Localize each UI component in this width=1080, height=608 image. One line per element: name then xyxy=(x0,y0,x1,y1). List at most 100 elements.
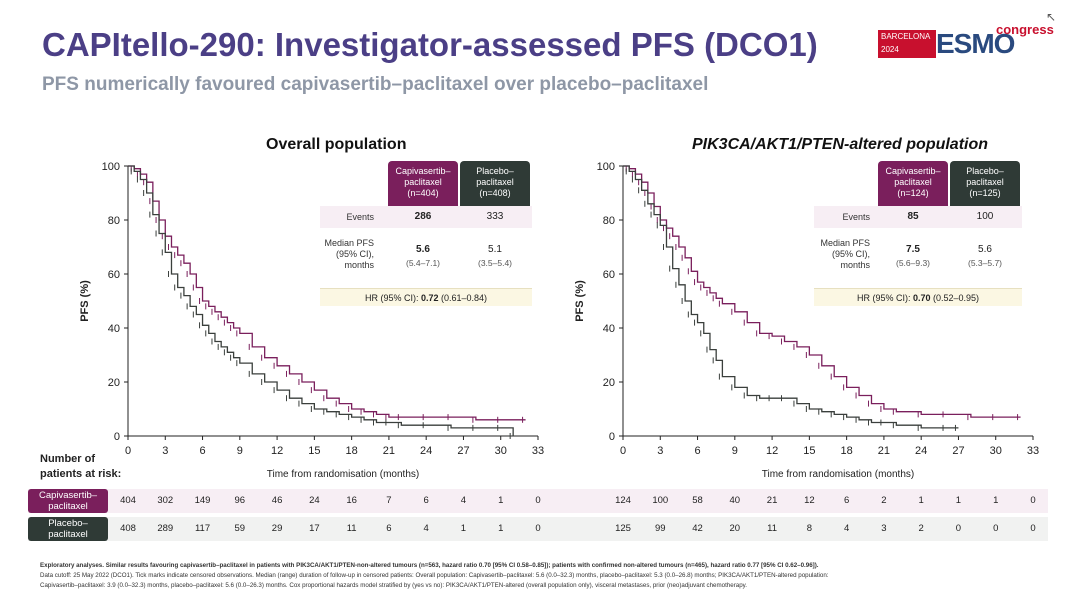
risk-label-cap-line1: Capivasertib– xyxy=(38,490,98,501)
x-tick-label: 27 xyxy=(952,445,964,457)
logo-city-box: BARCELONA 2024 xyxy=(878,30,936,58)
y-axis-label: PFS (%) xyxy=(79,280,91,322)
risk-count-placebo: 408 xyxy=(120,523,136,534)
series-line-capivasertib xyxy=(623,165,1021,418)
risk-count-placebo: 42 xyxy=(692,523,703,534)
risk-count-capivasertib: 7 xyxy=(386,495,392,506)
pla-header-line1: Placebo– xyxy=(476,166,514,176)
x-tick-label: 3 xyxy=(162,445,168,457)
pla-header-line3: (n=408) xyxy=(479,188,511,198)
risk-count-capivasertib: 1 xyxy=(993,495,999,506)
risk-count-placebo: 0 xyxy=(1030,523,1036,534)
page-subtitle: PFS numerically favoured capivasertib–pa… xyxy=(42,74,709,95)
risk-count-capivasertib: 100 xyxy=(652,495,669,506)
y-tick-label: 40 xyxy=(108,323,120,335)
risk-count-placebo: 6 xyxy=(386,523,392,534)
risk-table-title: Number of patients at risk: xyxy=(40,452,121,482)
cap-header-line2: paclitaxel xyxy=(894,177,932,187)
risk-label-pla-line2: paclitaxel xyxy=(48,529,88,540)
risk-count-placebo: 125 xyxy=(615,523,631,534)
hr-prefix: HR (95% CI): xyxy=(856,293,913,303)
risk-count-placebo: 20 xyxy=(729,523,741,534)
cap-events: 85 xyxy=(907,211,919,222)
x-tick-label: 30 xyxy=(495,445,507,457)
x-tick-label: 24 xyxy=(420,445,432,457)
mouse-cursor-icon: ↖ xyxy=(1046,10,1057,24)
logo-city: BARCELONA xyxy=(881,32,931,41)
risk-count-placebo: 11 xyxy=(767,523,778,534)
risk-count-placebo: 0 xyxy=(535,523,541,534)
y-axis-label: PFS (%) xyxy=(574,280,586,322)
hr-ci: (0.61–0.84) xyxy=(438,293,488,303)
median-label-line2: (95% CI), xyxy=(335,249,374,259)
risk-count-capivasertib: 1 xyxy=(918,495,924,506)
km-chart-altered: 0 20 40 60 80 100 0 3 6 9 12 15 18 21 24 27 30 33 Time fro… xyxy=(574,161,1039,480)
pla-header-line2: paclitaxel xyxy=(966,177,1004,187)
x-tick-label: 0 xyxy=(620,445,626,457)
pla-header-line2: paclitaxel xyxy=(476,177,514,187)
panel-title-altered-text: PIK3CA/AKT1/PTEN-altered population xyxy=(692,136,989,153)
cap-events: 286 xyxy=(414,211,432,222)
y-tick-label: 40 xyxy=(603,323,615,335)
risk-count-placebo: 0 xyxy=(993,523,999,534)
risk-count-capivasertib: 6 xyxy=(423,495,429,506)
panel-title-altered: PIK3CA/AKT1/PTEN-altered population xyxy=(692,136,988,154)
pla-median: 5.1 xyxy=(488,244,502,255)
risk-count-capivasertib: 302 xyxy=(157,495,174,506)
x-tick-label: 3 xyxy=(657,445,663,457)
pla-ci: (3.5–5.4) xyxy=(477,258,513,268)
events-row-overall xyxy=(320,206,532,228)
x-tick-label: 12 xyxy=(271,445,283,457)
risk-count-placebo: 17 xyxy=(309,523,320,534)
panel-title-overall: Overall population xyxy=(266,136,407,153)
cap-ci: (5.6–9.3) xyxy=(895,258,931,268)
events-label: Events xyxy=(346,212,374,222)
median-label-line3: months xyxy=(344,260,374,270)
cap-header-line3: (n=404) xyxy=(407,188,439,198)
y-tick-label: 80 xyxy=(603,215,615,227)
median-label-line1: Median PFS xyxy=(820,238,870,248)
hr-value: 0.70 xyxy=(912,293,931,303)
pla-events: 333 xyxy=(486,211,504,222)
cap-median: 7.5 xyxy=(906,244,920,255)
cap-header-altered: Capivasertib– paclitaxel (n=124) xyxy=(878,161,948,206)
risk-count-placebo: 1 xyxy=(460,523,467,534)
x-tick-label: 33 xyxy=(532,445,544,457)
y-tick-label: 20 xyxy=(108,377,120,389)
risk-count-placebo: 289 xyxy=(157,523,174,534)
pla-header-overall: Placebo– paclitaxel (n=408) xyxy=(460,161,530,206)
risk-count-capivasertib: 1 xyxy=(498,495,504,506)
footnote-line2: Data cutoff: 25 May 2022 (DCO1). Tick ma… xyxy=(40,572,829,579)
risk-count-capivasertib: 6 xyxy=(843,495,850,506)
risk-count-placebo: 29 xyxy=(271,523,283,534)
series-line-placebo xyxy=(128,165,514,436)
median-label-line2: (95% CI), xyxy=(831,249,870,259)
y-tick-label: 0 xyxy=(609,431,615,443)
cap-header-line2: paclitaxel xyxy=(404,177,442,187)
x-tick-label: 24 xyxy=(915,445,927,457)
y-tick-label: 20 xyxy=(603,377,615,389)
y-tick-label: 100 xyxy=(597,161,615,173)
risk-count-capivasertib: 2 xyxy=(881,495,887,506)
x-tick-label: 9 xyxy=(237,445,243,457)
hr-ci: (0.52–0.95) xyxy=(930,293,980,303)
risk-count-capivasertib: 4 xyxy=(460,495,467,506)
x-axis-label: Time from randomisation (months) xyxy=(267,469,419,480)
risk-count-capivasertib: 0 xyxy=(535,495,541,506)
y-tick-label: 60 xyxy=(108,269,120,281)
esmo-logo: BARCELONA 2024 ESMO congress xyxy=(872,18,1054,59)
y-tick-label: 80 xyxy=(108,215,120,227)
hr-row-altered: HR (95% CI): 0.70 (0.52–0.95) xyxy=(814,288,1022,306)
risk-title-line2: patients at risk: xyxy=(40,468,122,480)
cap-header-line1: Capivasertib– xyxy=(885,166,941,176)
cap-header-line3: (n=124) xyxy=(897,188,929,198)
risk-count-capivasertib: 404 xyxy=(120,495,136,506)
x-tick-label: 18 xyxy=(841,445,853,457)
risk-count-capivasertib: 149 xyxy=(194,495,211,506)
risk-count-capivasertib: 12 xyxy=(804,495,815,506)
risk-count-capivasertib: 0 xyxy=(1030,495,1036,506)
footnotes: Exploratory analyses. Similar results fa… xyxy=(40,561,1040,591)
risk-count-placebo: 59 xyxy=(234,523,246,534)
risk-count-capivasertib: 124 xyxy=(615,495,631,506)
risk-count-capivasertib: 16 xyxy=(346,495,357,506)
